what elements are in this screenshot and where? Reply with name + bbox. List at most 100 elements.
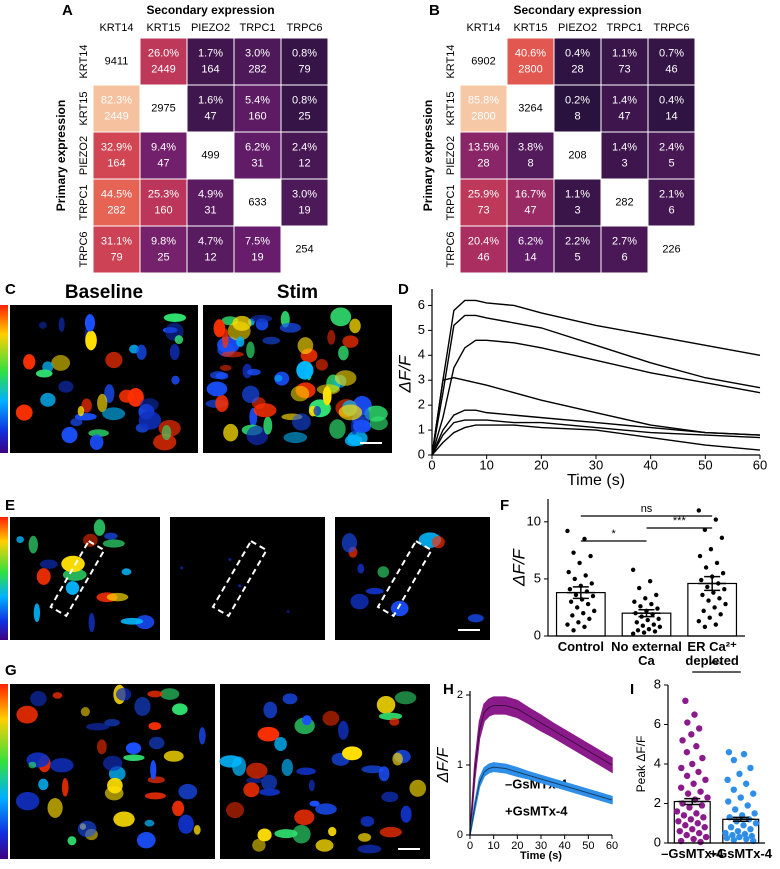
data-point xyxy=(744,802,751,809)
y-tick-label: 4 xyxy=(418,347,425,362)
cell-blob xyxy=(361,765,384,774)
column-label: TRPC1 xyxy=(239,22,275,34)
image-title: +GsMTx-4 xyxy=(291,667,359,683)
heatmap-cell xyxy=(92,178,141,227)
x-tick-label: 60 xyxy=(753,457,767,472)
cell-blob xyxy=(148,722,162,731)
y-tick-label: 5 xyxy=(418,322,425,337)
data-point xyxy=(724,776,731,783)
heatmap-cell xyxy=(506,178,555,227)
cell-count: 254 xyxy=(295,243,313,255)
cell-blob xyxy=(392,752,403,766)
cell-blob xyxy=(328,826,337,837)
data-point xyxy=(702,776,709,783)
cell-count: 19 xyxy=(298,204,310,216)
cell-count: 6 xyxy=(668,204,674,216)
data-point xyxy=(713,622,719,627)
cell-count: 46 xyxy=(665,63,677,75)
cell-count: 79 xyxy=(298,63,310,75)
data-point xyxy=(678,764,685,772)
cell-blob xyxy=(358,832,372,842)
cell-percent: 25.9% xyxy=(468,188,499,200)
cell-blob xyxy=(85,330,97,351)
colorbar xyxy=(0,517,8,640)
cell-percent: 4.7% xyxy=(198,235,223,247)
x-tick-label: Control xyxy=(557,640,604,654)
cell-blob xyxy=(357,563,365,574)
cell-blob xyxy=(193,825,201,835)
cell-percent: 44.5% xyxy=(101,188,132,200)
heatmap-cell xyxy=(233,84,282,133)
column-label: PIEZO2 xyxy=(191,22,230,34)
cell-count: 2975 xyxy=(151,102,175,114)
y-axis-label: Peak ΔF/F xyxy=(634,736,648,793)
data-point xyxy=(737,794,744,801)
cell-percent: 9.8% xyxy=(151,235,176,247)
cell-blob xyxy=(135,615,155,630)
heatmap-cell xyxy=(553,84,602,133)
heatmap-cell xyxy=(600,37,649,86)
data-line xyxy=(431,409,761,456)
cell-count: 31 xyxy=(204,204,216,216)
cell-count: 499 xyxy=(201,149,219,161)
cell-blob xyxy=(315,359,328,371)
cell-count: 633 xyxy=(248,196,266,208)
heatmap-cell xyxy=(459,84,508,133)
cell-blob xyxy=(232,315,252,331)
cell-blob xyxy=(16,705,38,724)
cell-count: 6 xyxy=(621,251,627,263)
cell-blob xyxy=(93,519,106,536)
cell-blob xyxy=(400,805,412,823)
cell-blob xyxy=(125,742,142,755)
data-point xyxy=(695,725,703,732)
data-point xyxy=(697,838,704,846)
data-point xyxy=(570,613,575,618)
heatmap-cell xyxy=(139,131,188,180)
panel-letter: A xyxy=(62,2,73,19)
x-tick-label: 40 xyxy=(559,840,571,852)
data-point xyxy=(690,780,697,787)
cell-blob xyxy=(296,361,314,380)
data-point xyxy=(694,820,701,827)
data-point xyxy=(752,820,760,827)
cell-percent: 9.4% xyxy=(151,141,176,153)
cell-blob xyxy=(252,838,266,852)
cell-blob xyxy=(198,727,206,745)
data-point xyxy=(707,615,712,620)
y-tick-label: 10 xyxy=(527,513,541,528)
cell-percent: 85.8% xyxy=(468,94,499,106)
x-tick-label: +GsMTx-4 xyxy=(709,847,773,861)
cell-percent: 5.4% xyxy=(245,94,270,106)
heatmap-cell xyxy=(600,225,649,274)
cell-blob xyxy=(88,429,109,437)
cell-blob xyxy=(163,750,184,762)
y-tick-label: 0 xyxy=(457,829,463,841)
heatmap-cell xyxy=(647,37,696,86)
data-line xyxy=(469,705,613,836)
image-title: Control xyxy=(60,497,110,513)
cell-blob xyxy=(81,398,92,413)
data-point xyxy=(697,788,704,795)
data-point xyxy=(683,748,691,756)
column-label: TRPC6 xyxy=(286,22,322,34)
data-point xyxy=(565,528,570,534)
data-point xyxy=(630,567,636,572)
data-point xyxy=(723,601,728,607)
column-label: PIEZO2 xyxy=(558,22,597,34)
data-point xyxy=(722,586,727,592)
data-point xyxy=(574,605,580,610)
cell-blob xyxy=(261,774,278,791)
data-point xyxy=(638,604,643,609)
row-label: KRT14 xyxy=(78,44,90,78)
data-point xyxy=(576,620,581,625)
data-point xyxy=(697,553,703,559)
cell-blob xyxy=(379,826,402,838)
cell-blob xyxy=(302,715,312,726)
cell-blob xyxy=(86,723,110,731)
cell-blob xyxy=(123,754,145,761)
x-label-box: +GsMTx-4 xyxy=(709,847,773,861)
cell-blob xyxy=(84,314,96,332)
cell-count: 2800 xyxy=(518,63,542,75)
cell-blob xyxy=(322,386,332,406)
x-tick-label: 0 xyxy=(428,457,435,472)
